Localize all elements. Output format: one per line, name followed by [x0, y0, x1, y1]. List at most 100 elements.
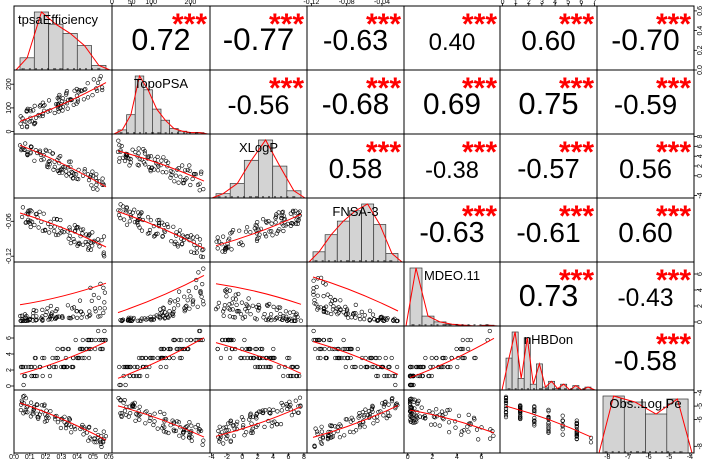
- scatter-point: [120, 317, 126, 322]
- scatter-point: [355, 346, 360, 352]
- scatter-point: [357, 425, 363, 430]
- scatter-point: [268, 364, 273, 370]
- scatter-point: [71, 237, 76, 242]
- scatter-point: [93, 309, 98, 314]
- scatter-point: [370, 312, 376, 317]
- scatter-point: [358, 423, 363, 428]
- scatter-point: [322, 346, 327, 352]
- scatter-point: [429, 355, 434, 361]
- correlation-value: 0.58: [329, 153, 383, 184]
- panel-frame: [13, 325, 113, 391]
- scatter-point: [87, 435, 92, 440]
- top-axis-label: 0: [501, 0, 505, 6]
- scatter-point: [47, 158, 52, 164]
- scatter-point: [169, 239, 174, 244]
- scatter-point: [98, 314, 103, 319]
- scatter-point: [43, 312, 48, 318]
- scatter-point: [84, 315, 90, 320]
- scatter-point: [234, 302, 239, 308]
- scatter-point: [26, 208, 31, 213]
- scatter-point: [248, 414, 253, 419]
- scatter-point: [91, 292, 96, 298]
- scatter-point: [281, 373, 286, 379]
- scatter-point: [43, 147, 48, 152]
- scatter-point: [345, 311, 351, 316]
- scatter-point: [102, 328, 107, 334]
- scatter-point: [30, 410, 35, 415]
- scatter-point: [101, 285, 106, 291]
- scatter-point: [170, 312, 175, 317]
- scatter-point: [390, 373, 396, 379]
- scatter-point: [74, 315, 80, 321]
- scatter-point: [142, 316, 147, 321]
- scatter-point: [240, 316, 245, 321]
- scatter-point: [198, 254, 204, 259]
- scatter-point: [588, 435, 594, 441]
- scatter-point: [381, 404, 387, 409]
- scatter-point: [230, 423, 235, 428]
- scatter-point: [280, 403, 286, 408]
- scatter-point: [160, 170, 165, 175]
- scatter-point: [145, 373, 150, 379]
- scatter-point: [44, 415, 49, 420]
- scatter-point: [297, 395, 303, 400]
- scatter-point: [269, 424, 274, 429]
- scatter-point: [29, 119, 34, 124]
- scatter-point: [266, 316, 271, 321]
- scatter-point: [252, 316, 258, 321]
- scatter-point: [448, 364, 453, 370]
- scatter-point: [289, 413, 295, 418]
- scatter-point: [64, 173, 69, 178]
- scatter-point: [319, 441, 325, 446]
- smooth-line: [409, 409, 495, 434]
- scatter-point: [287, 399, 292, 404]
- significance-stars: ***: [559, 264, 594, 297]
- right-axis-label: 6: [697, 144, 704, 148]
- left-axis-label: -0.06: [6, 213, 13, 229]
- scatter-point: [256, 306, 262, 311]
- smooth-line: [19, 212, 107, 248]
- significance-stars: ***: [269, 72, 304, 105]
- scatter-point: [239, 300, 244, 305]
- significance-stars: ***: [462, 72, 497, 105]
- scatter-point: [40, 113, 45, 119]
- scatter-point: [40, 373, 45, 379]
- scatter-point: [488, 436, 493, 441]
- scatter-point: [237, 228, 242, 233]
- scatter-point: [270, 233, 275, 238]
- scatter-point: [546, 409, 551, 414]
- scatter-point: [25, 153, 30, 158]
- scatter-point: [437, 423, 442, 428]
- scatter-point: [137, 404, 142, 409]
- scatter-point: [136, 146, 141, 151]
- scatter-point: [90, 169, 95, 174]
- scatter-point: [142, 149, 147, 154]
- scatter-point: [47, 373, 53, 379]
- scatter-point: [243, 229, 249, 234]
- scatter-point: [256, 308, 261, 313]
- panel-frame: [596, 389, 695, 454]
- scatter-point: [315, 337, 320, 343]
- smooth-line: [19, 82, 107, 122]
- panel-frame: [306, 261, 405, 327]
- scatter-point: [150, 355, 155, 361]
- scatter-point: [237, 309, 242, 314]
- scatter-point: [236, 291, 241, 297]
- scatter-point: [154, 313, 159, 318]
- scatter-point: [197, 427, 202, 432]
- scatter-point: [46, 159, 51, 164]
- scatter-point: [375, 373, 381, 379]
- scatter-point: [195, 304, 200, 309]
- scatter-point: [98, 281, 103, 287]
- scatter-point: [89, 183, 94, 188]
- scatter-point: [443, 355, 448, 361]
- scatter-point: [31, 311, 36, 316]
- scatter-point: [468, 337, 473, 343]
- scatter-point: [458, 346, 463, 352]
- scatter-point: [90, 230, 95, 235]
- left-axis-label: 6: [6, 336, 13, 340]
- scatter-point: [155, 355, 160, 361]
- scatter-point: [248, 312, 253, 317]
- histogram-bar: [229, 183, 245, 199]
- scatter-point: [90, 174, 96, 179]
